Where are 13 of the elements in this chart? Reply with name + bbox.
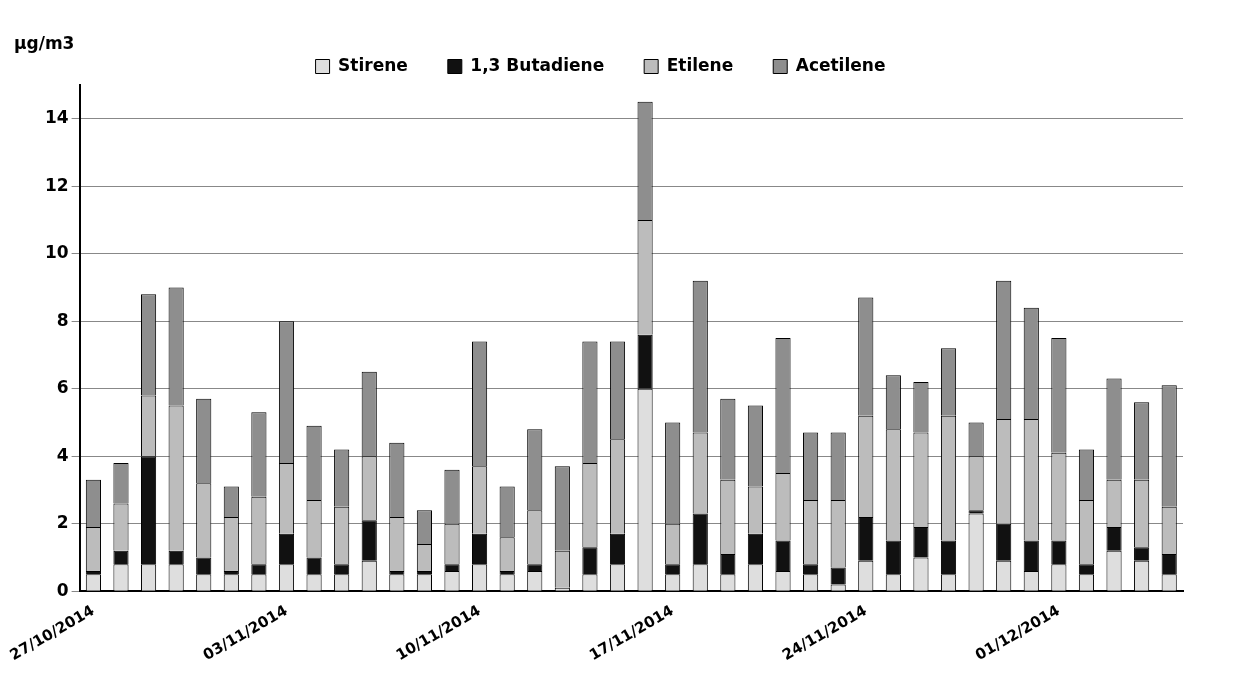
y-tick-label: 0	[56, 579, 69, 600]
y-tick-label: 6	[56, 377, 69, 398]
y-tick-label: 8	[56, 309, 69, 330]
y-tick-label: 12	[44, 174, 69, 195]
legend-label: 1,3 Butadiene	[470, 54, 605, 75]
y-tick-label: 14	[44, 107, 69, 128]
legend-label: Stirene	[338, 54, 408, 75]
legend-label: Acetilene	[795, 54, 886, 75]
y-tick-label: 10	[44, 242, 69, 263]
y-tick-label: 2	[56, 512, 69, 533]
legend-label: Etilene	[666, 54, 734, 75]
y-axis-title: µg/m3	[14, 33, 75, 54]
y-tick-label: 4	[56, 444, 69, 465]
